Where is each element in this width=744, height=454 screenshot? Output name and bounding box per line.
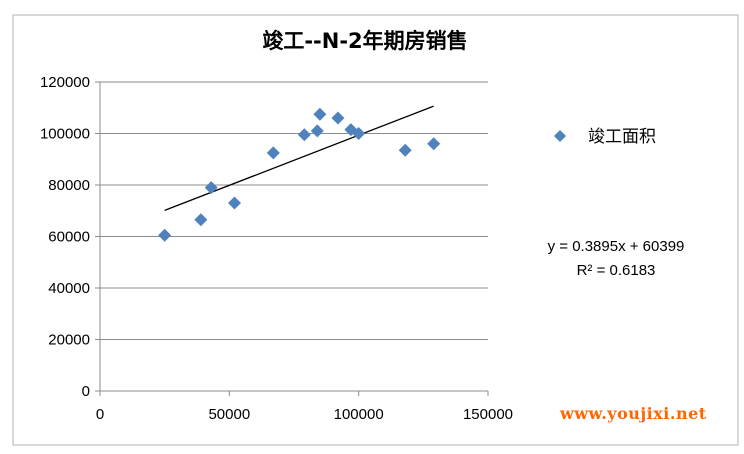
- x-tick-label: 100000: [334, 406, 384, 423]
- data-point: [310, 124, 324, 138]
- y-tick-label: 100000: [40, 126, 90, 143]
- y-tick-label: 40000: [48, 280, 90, 297]
- y-tick-label: 120000: [40, 74, 90, 91]
- data-point: [204, 181, 218, 195]
- data-point: [297, 128, 311, 142]
- trendline-r-squared: R² = 0.6183: [577, 262, 656, 279]
- watermark: www.youjixi.net: [560, 404, 707, 423]
- y-tick-label: 60000: [48, 229, 90, 246]
- x-tick-labels: 0 50000 100000 150000: [96, 406, 513, 423]
- legend: 竣工面积: [554, 127, 656, 147]
- chart-title: 竣工--N-2年期房销售: [262, 29, 467, 53]
- y-tick-label: 80000: [48, 177, 90, 194]
- legend-marker-icon: [554, 130, 566, 142]
- x-tick-label: 0: [96, 406, 104, 423]
- data-point: [352, 127, 366, 140]
- data-point: [427, 137, 441, 151]
- trendline: [164, 105, 434, 212]
- chart-frame: [12, 14, 739, 446]
- data-points: [158, 107, 441, 242]
- data-point: [266, 146, 280, 160]
- trendline-equation: y = 0.3895x + 60399: [548, 238, 685, 255]
- data-point: [313, 107, 327, 121]
- legend-label: 竣工面积: [588, 127, 656, 147]
- trendline-group: [164, 105, 434, 212]
- data-point: [331, 111, 345, 125]
- data-point: [158, 228, 172, 242]
- x-tick-label: 150000: [463, 406, 513, 423]
- y-tick-label: 0: [82, 383, 90, 400]
- data-point: [194, 213, 208, 227]
- data-point: [398, 143, 412, 157]
- y-tick-label: 20000: [48, 332, 90, 349]
- axes: [95, 81, 489, 396]
- data-point: [228, 196, 242, 210]
- y-tick-labels: 0 20000 40000 60000 80000 100000 120000: [40, 74, 90, 400]
- x-tick-label: 50000: [208, 406, 250, 423]
